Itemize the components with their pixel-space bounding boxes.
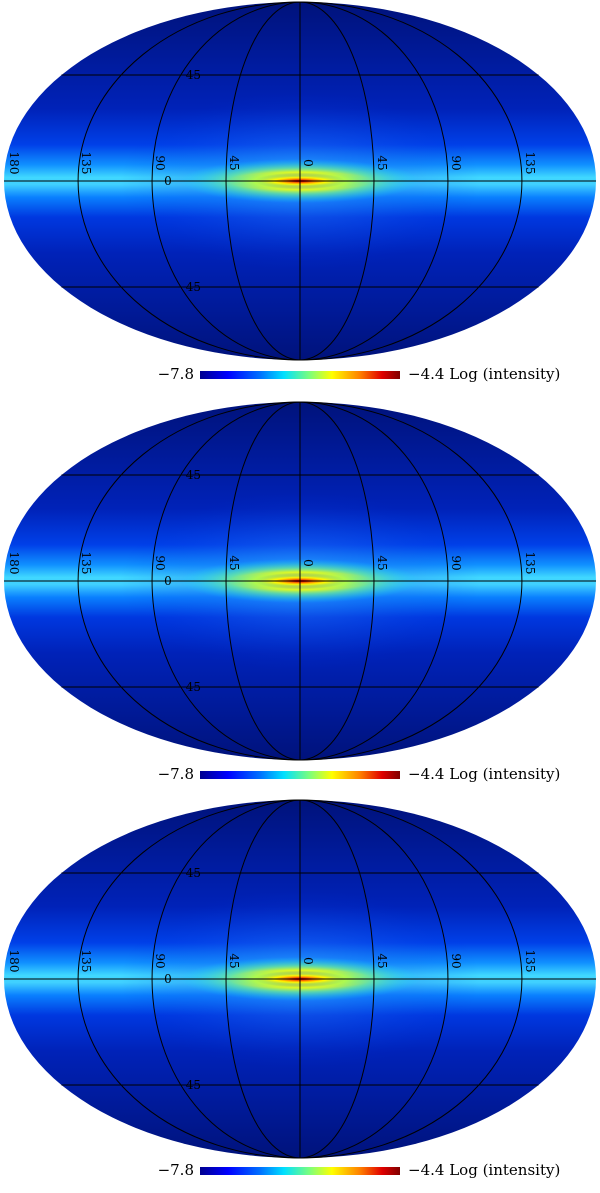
latitude-label: 45 [186, 68, 201, 82]
sky-map-panel-3: 180 135 90 45 0 45 90 135 45 0 45 [0, 798, 600, 1193]
latitude-label: 45 [186, 468, 201, 482]
latitude-label: 45 [186, 1078, 201, 1092]
latitude-label: 45 [186, 280, 201, 294]
longitude-label: 0 [301, 957, 315, 965]
latitude-label: 0 [164, 972, 172, 986]
longitude-label: 0 [301, 559, 315, 567]
longitude-label: 135 [79, 552, 93, 575]
colorbar-min-label: −7.8 [157, 1161, 194, 1179]
latitude-label: 0 [164, 574, 172, 588]
longitude-label: 45 [227, 155, 241, 170]
colorbar-unit-label: Log (intensity) [449, 1161, 561, 1179]
sky-map-panel-2: 180 135 90 45 0 45 90 135 45 0 45 [0, 400, 600, 795]
longitude-label: 90 [449, 155, 463, 170]
colorbar-gradient [200, 1167, 400, 1175]
colorbar-gradient [200, 371, 400, 379]
longitude-label: 135 [79, 950, 93, 973]
latitude-label: 45 [186, 866, 201, 880]
longitude-label: 180 [7, 552, 21, 575]
mollweide-map-1: 180 135 90 45 0 45 90 135 45 0 45 [4, 1, 596, 361]
longitude-label: 90 [449, 555, 463, 570]
longitude-label: 45 [227, 953, 241, 968]
colorbar-3: −7.8 −4.4 Log (intensity) [0, 1160, 600, 1184]
longitude-label: 135 [523, 552, 537, 575]
colorbar-gradient [200, 771, 400, 779]
colorbar-1: −7.8 −4.4 Log (intensity) [0, 364, 600, 388]
graticule [4, 401, 596, 761]
longitude-label: 90 [153, 155, 167, 170]
mollweide-map-3: 180 135 90 45 0 45 90 135 45 0 45 [4, 799, 596, 1159]
longitude-label: 135 [79, 152, 93, 175]
colorbar-unit-label: Log (intensity) [449, 765, 561, 783]
longitude-label: 90 [153, 953, 167, 968]
latitude-label: 45 [186, 680, 201, 694]
colorbar-max-label: −4.4 Log (intensity) [408, 365, 561, 383]
longitude-label: 135 [523, 950, 537, 973]
longitude-label: 45 [375, 953, 389, 968]
longitude-label: 0 [301, 159, 315, 167]
longitude-label: 45 [375, 555, 389, 570]
colorbar-2: −7.8 −4.4 Log (intensity) [0, 764, 600, 788]
longitude-label: 45 [227, 555, 241, 570]
longitude-label: 180 [7, 950, 21, 973]
graticule [4, 799, 596, 1159]
colorbar-min-label: −7.8 [157, 365, 194, 383]
colorbar-unit-label: Log (intensity) [449, 365, 561, 383]
colorbar-max-label: −4.4 Log (intensity) [408, 765, 561, 783]
mollweide-map-2: 180 135 90 45 0 45 90 135 45 0 45 [4, 401, 596, 761]
longitude-label: 45 [375, 155, 389, 170]
graticule [4, 1, 596, 361]
longitude-label: 180 [7, 152, 21, 175]
longitude-label: 135 [523, 152, 537, 175]
colorbar-max-label: −4.4 Log (intensity) [408, 1161, 561, 1179]
sky-map-panel-1: 180 135 90 45 0 45 90 135 45 0 45 [0, 0, 600, 395]
longitude-label: 90 [153, 555, 167, 570]
colorbar-min-label: −7.8 [157, 765, 194, 783]
longitude-label: 90 [449, 953, 463, 968]
latitude-label: 0 [164, 174, 172, 188]
